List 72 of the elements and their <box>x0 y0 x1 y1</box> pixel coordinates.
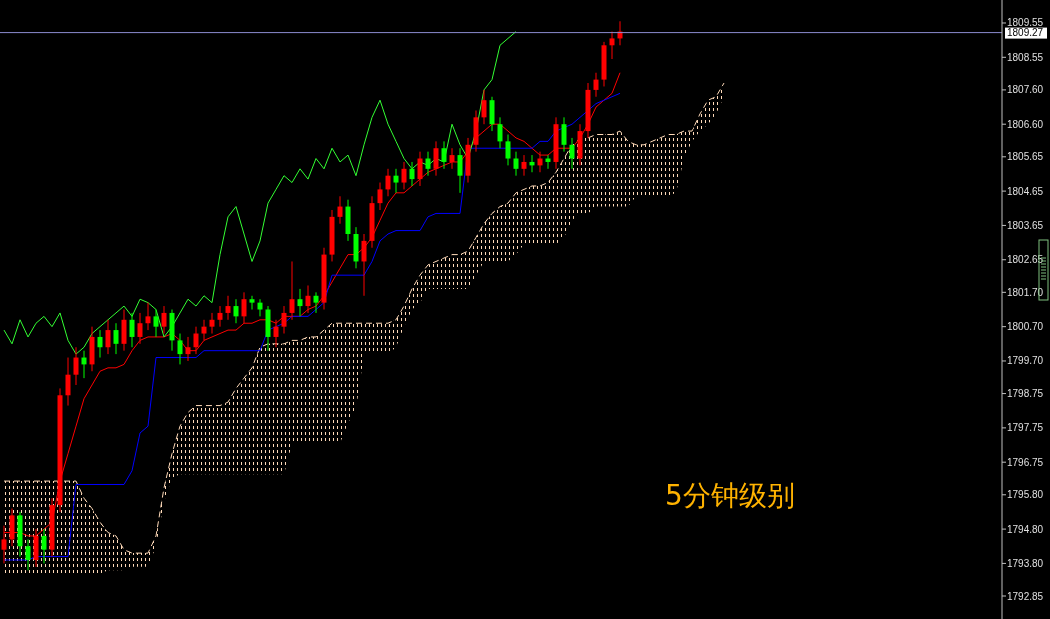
y-tick-label: 1796.75 <box>1007 456 1044 468</box>
candlestick <box>513 151 519 177</box>
y-tick-label: 1801.70 <box>1007 286 1044 298</box>
candlestick <box>289 260 295 321</box>
candlestick <box>449 147 455 170</box>
candlestick <box>297 288 303 317</box>
y-tick-label: 1807.60 <box>1007 84 1044 96</box>
candlestick <box>153 309 159 338</box>
candlestick <box>337 195 343 225</box>
y-tick-label: 1798.75 <box>1007 388 1044 400</box>
candlestick <box>65 357 71 407</box>
line-series <box>3 31 517 355</box>
y-tick-label: 1804.65 <box>1007 185 1044 197</box>
candlestick <box>361 233 367 297</box>
y-tick-label: 1803.65 <box>1007 219 1044 231</box>
y-tick-label: 1806.60 <box>1007 118 1044 130</box>
candlestick <box>441 140 447 170</box>
candlestick <box>609 31 615 60</box>
candlestick <box>217 305 223 328</box>
ref-line-label: 1809.27 <box>1007 27 1044 39</box>
candlestick <box>241 291 247 324</box>
y-tick-label: 1792.85 <box>1007 590 1044 602</box>
y-tick-label: 1805.65 <box>1007 151 1044 163</box>
candlestick <box>225 295 231 321</box>
candlestick <box>433 140 439 177</box>
candlestick <box>505 134 511 166</box>
y-tick-label: 1797.75 <box>1007 422 1044 434</box>
candlestick <box>409 161 415 187</box>
candlestick <box>273 319 279 348</box>
candlestick <box>497 116 503 149</box>
candlestick <box>425 151 431 177</box>
candlestick <box>105 319 111 355</box>
candlestick <box>41 528 47 564</box>
candlestick <box>185 336 191 362</box>
candlestick <box>193 326 199 355</box>
candlestick <box>385 168 391 197</box>
candlestick <box>521 154 527 177</box>
y-tick-label: 1809.55 <box>1007 17 1044 29</box>
candlestick <box>25 538 31 571</box>
candlestick <box>313 291 319 314</box>
candlestick <box>73 346 79 386</box>
candlestick <box>481 89 487 125</box>
candlestick <box>457 147 463 194</box>
candlestick <box>113 322 119 355</box>
candlestick <box>137 312 143 345</box>
candlestick <box>201 319 207 341</box>
candlestick <box>305 284 311 314</box>
y-tick-label: 1795.80 <box>1007 489 1044 501</box>
candlestick <box>249 295 255 310</box>
candlestick <box>97 329 103 359</box>
candlestick <box>561 116 567 153</box>
candlestick <box>233 298 239 324</box>
y-tick-label: 1793.80 <box>1007 557 1044 569</box>
candlestick <box>569 137 575 170</box>
y-tick-label: 1799.70 <box>1007 355 1044 367</box>
y-tick-label: 1800.70 <box>1007 321 1044 333</box>
candlestick <box>593 72 599 98</box>
candlestick <box>257 298 263 317</box>
annotation: 5分钟级别 <box>665 479 795 512</box>
candlestick <box>417 151 423 187</box>
candlestick <box>145 302 151 331</box>
candlestick <box>377 182 383 211</box>
candlestick <box>129 312 135 348</box>
candlestick <box>177 333 183 365</box>
candlestick <box>209 312 215 335</box>
y-tick-label: 1808.55 <box>1007 51 1044 63</box>
y-tick-label: 1794.80 <box>1007 523 1044 535</box>
y-tick-label: 1802.65 <box>1007 254 1044 266</box>
candlestick <box>401 161 407 190</box>
candlestick <box>161 305 167 335</box>
candlestick <box>393 168 399 194</box>
candlestick <box>281 305 287 335</box>
